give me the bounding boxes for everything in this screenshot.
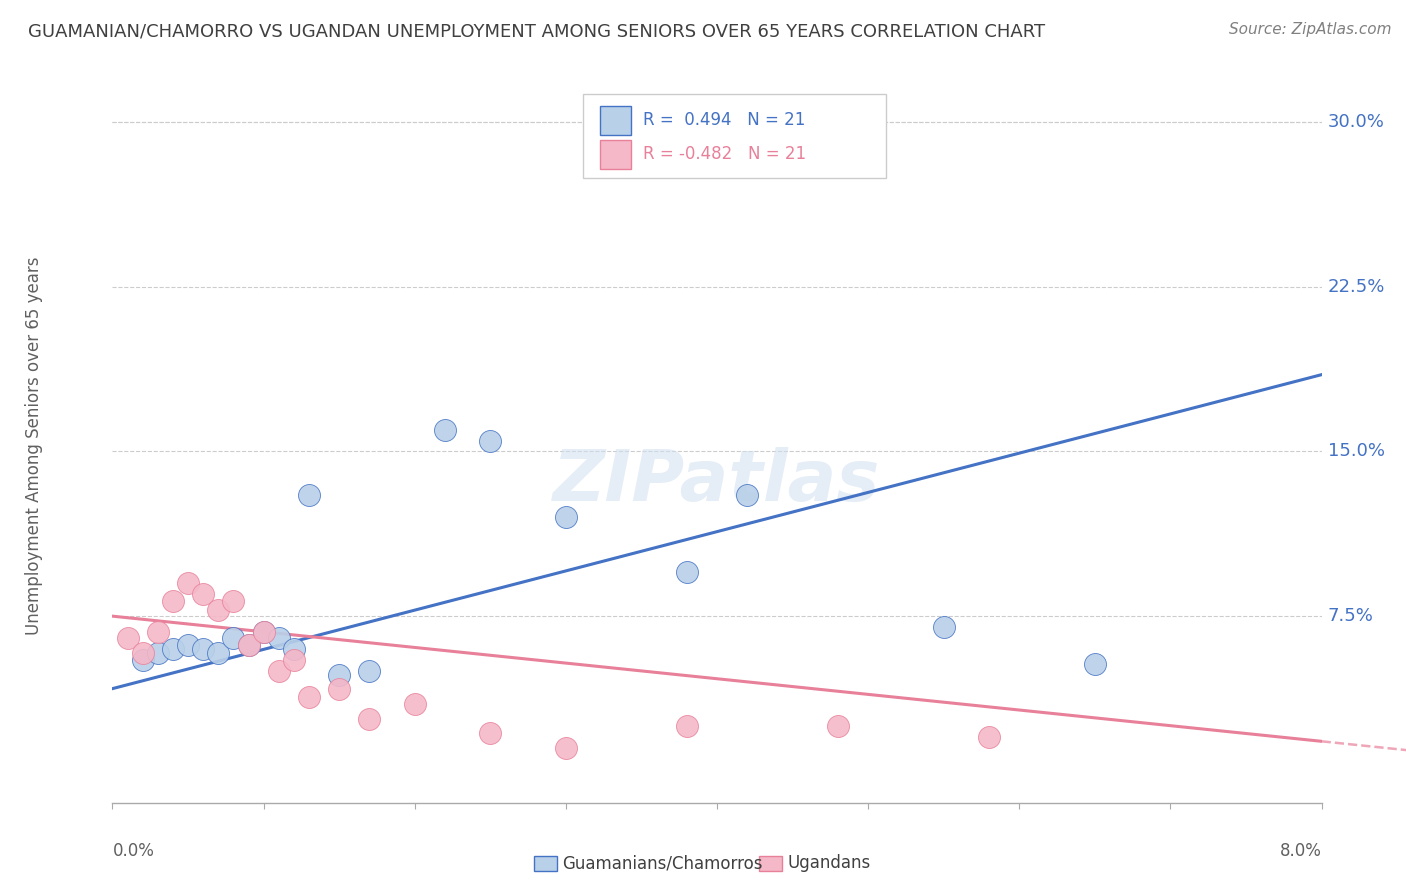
- Point: [283, 642, 305, 657]
- Point: [191, 642, 215, 657]
- Point: [359, 712, 381, 726]
- Point: [328, 681, 350, 696]
- Point: [827, 719, 849, 733]
- Text: 7.5%: 7.5%: [1327, 607, 1374, 625]
- Point: [675, 566, 697, 580]
- Point: [433, 423, 456, 437]
- Point: [222, 631, 245, 645]
- Point: [132, 653, 155, 667]
- Text: Unemployment Among Seniors over 65 years: Unemployment Among Seniors over 65 years: [25, 257, 44, 635]
- Point: [267, 631, 290, 645]
- Point: [298, 488, 321, 502]
- Text: ZIPatlas: ZIPatlas: [554, 447, 880, 516]
- Text: Guamanians/Chamorros: Guamanians/Chamorros: [562, 855, 763, 872]
- Point: [222, 594, 245, 608]
- Point: [117, 631, 139, 645]
- Point: [267, 664, 290, 678]
- Text: 15.0%: 15.0%: [1327, 442, 1385, 460]
- Point: [207, 602, 229, 616]
- Point: [328, 668, 350, 682]
- Point: [1084, 657, 1107, 672]
- Point: [177, 576, 200, 591]
- Point: [146, 647, 169, 661]
- Text: 8.0%: 8.0%: [1279, 842, 1322, 860]
- Text: 30.0%: 30.0%: [1327, 113, 1385, 131]
- Point: [238, 638, 260, 652]
- Text: Ugandans: Ugandans: [787, 855, 870, 872]
- Point: [479, 434, 502, 448]
- Point: [253, 624, 276, 639]
- Point: [132, 647, 155, 661]
- Point: [554, 740, 576, 755]
- Text: 22.5%: 22.5%: [1327, 277, 1385, 296]
- Point: [177, 638, 200, 652]
- Point: [238, 638, 260, 652]
- Point: [932, 620, 955, 634]
- Point: [979, 730, 1001, 744]
- Point: [737, 488, 759, 502]
- Point: [191, 587, 215, 601]
- Text: R =  0.494   N = 21: R = 0.494 N = 21: [643, 112, 804, 129]
- Point: [359, 664, 381, 678]
- Point: [207, 647, 229, 661]
- Text: GUAMANIAN/CHAMORRO VS UGANDAN UNEMPLOYMENT AMONG SENIORS OVER 65 YEARS CORRELATI: GUAMANIAN/CHAMORRO VS UGANDAN UNEMPLOYME…: [28, 22, 1045, 40]
- Point: [479, 725, 502, 739]
- Point: [554, 510, 576, 524]
- Text: R = -0.482   N = 21: R = -0.482 N = 21: [643, 145, 806, 163]
- Point: [253, 624, 276, 639]
- Point: [675, 719, 697, 733]
- Point: [283, 653, 305, 667]
- Point: [146, 624, 169, 639]
- Point: [404, 697, 426, 711]
- Point: [162, 594, 184, 608]
- Text: 0.0%: 0.0%: [112, 842, 155, 860]
- Point: [298, 690, 321, 705]
- Text: Source: ZipAtlas.com: Source: ZipAtlas.com: [1229, 22, 1392, 37]
- Point: [162, 642, 184, 657]
